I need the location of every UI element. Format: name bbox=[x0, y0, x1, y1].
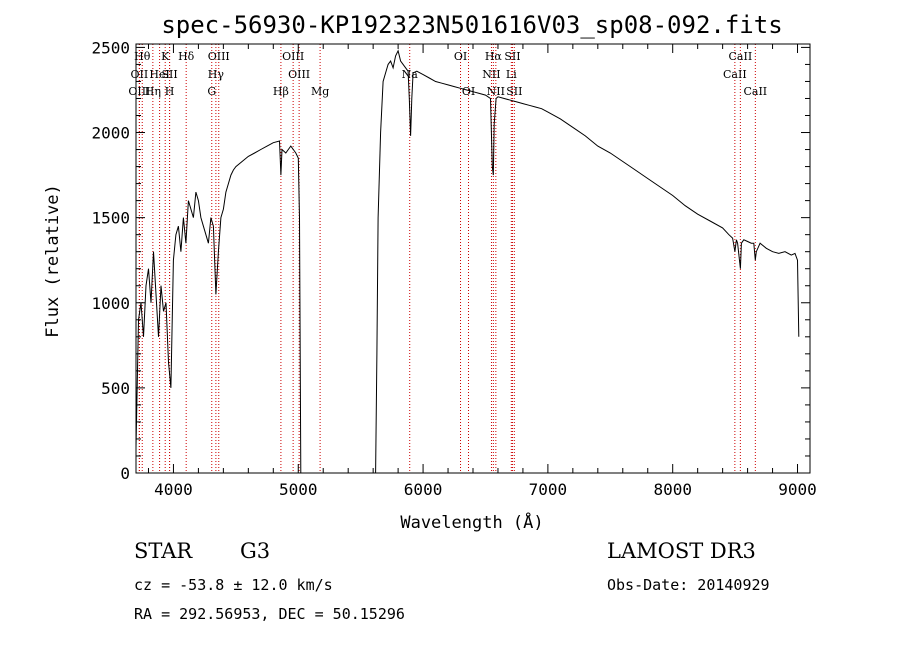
line-marker-label: Hα bbox=[485, 50, 503, 63]
spectrum-line bbox=[135, 49, 800, 474]
y-axis-label: Flux (relative) bbox=[43, 184, 63, 338]
line-marker-label: OI bbox=[462, 85, 475, 98]
x-tick-label: 4000 bbox=[154, 480, 193, 499]
line-marker-label: Hβ bbox=[273, 85, 289, 98]
line-marker-label: SII bbox=[504, 50, 520, 63]
line-marker-label: NII bbox=[487, 85, 505, 98]
line-marker-label: Hθ bbox=[134, 50, 151, 63]
y-tick-label: 0 bbox=[120, 464, 130, 483]
redshift-cz: cz = -53.8 ± 12.0 km/s bbox=[134, 576, 333, 594]
x-tick-label: 6000 bbox=[404, 480, 443, 499]
object-subclass: G3 bbox=[240, 539, 271, 563]
line-marker-label: OIII bbox=[128, 85, 150, 98]
line-marker-label: Hη bbox=[145, 85, 161, 98]
line-marker-label: OIII bbox=[282, 50, 304, 63]
x-tick-label: 8000 bbox=[653, 480, 692, 499]
object-class: STAR bbox=[134, 539, 193, 563]
line-marker-label: SII bbox=[161, 68, 177, 81]
line-marker-label: HeI bbox=[149, 68, 169, 81]
line-marker-label: CaII bbox=[729, 50, 753, 63]
line-marker-label: OIII bbox=[208, 50, 230, 63]
line-marker-label: G bbox=[207, 85, 216, 98]
line-marker-label: Li bbox=[506, 68, 517, 81]
x-axis-label: Wavelength (Å) bbox=[400, 511, 543, 533]
line-marker-label: OI bbox=[454, 50, 467, 63]
x-tick-labels: 4000 5000 6000 7000 8000 9000 bbox=[154, 480, 817, 499]
line-markers bbox=[138, 44, 756, 473]
line-marker-label: Hδ bbox=[178, 50, 195, 63]
axis-ticks bbox=[136, 44, 810, 474]
y-tick-label: 2000 bbox=[91, 124, 130, 143]
y-tick-label: 500 bbox=[101, 379, 130, 398]
ra-dec: RA = 292.56953, DEC = 50.15296 bbox=[134, 605, 405, 623]
line-marker-label: H bbox=[165, 85, 175, 98]
line-marker-label: Na bbox=[402, 68, 419, 81]
obs-date: Obs-Date: 20140929 bbox=[607, 576, 770, 594]
survey-name: LAMOST DR3 bbox=[607, 539, 756, 563]
line-marker-label: OII bbox=[131, 68, 149, 81]
line-marker-label: CaII bbox=[743, 85, 767, 98]
x-tick-label: 9000 bbox=[778, 480, 817, 499]
line-marker-labels: HθOIIOIIIHηHeIKHSIIHδGHγOIIIHβOIIIOIIIMg… bbox=[128, 50, 767, 98]
line-marker-label: OIII bbox=[288, 68, 310, 81]
plot-frame bbox=[135, 43, 811, 474]
y-tick-label: 2500 bbox=[91, 38, 130, 57]
y-tick-label: 1000 bbox=[91, 294, 130, 313]
chart-title: spec-56930-KP192323N501616V03_sp08-092.f… bbox=[161, 11, 782, 39]
line-marker-label: CaII bbox=[723, 68, 747, 81]
line-marker-label: Mg bbox=[311, 85, 329, 98]
y-tick-labels: 0 500 1000 1500 2000 2500 bbox=[91, 38, 130, 483]
line-marker-label: SII bbox=[506, 85, 522, 98]
x-tick-label: 5000 bbox=[279, 480, 318, 499]
line-marker-label: Hγ bbox=[208, 68, 225, 81]
y-tick-label: 1500 bbox=[91, 209, 130, 228]
line-marker-label: NII bbox=[482, 68, 500, 81]
x-tick-label: 7000 bbox=[529, 480, 568, 499]
line-marker-label: K bbox=[161, 50, 170, 63]
